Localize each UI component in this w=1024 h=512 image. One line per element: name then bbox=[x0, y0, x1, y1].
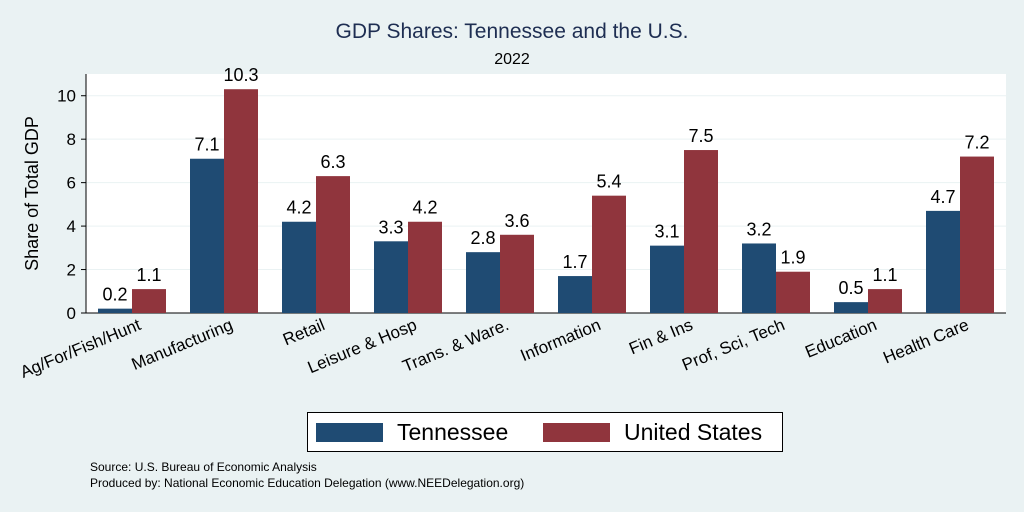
data-label: 3.2 bbox=[746, 219, 771, 239]
x-tick-label: Manufacturing bbox=[129, 315, 236, 374]
footer-produced-by: Produced by: National Economic Education… bbox=[90, 476, 525, 490]
data-label: 0.2 bbox=[102, 285, 127, 305]
y-tick-label: 6 bbox=[67, 174, 76, 193]
bar-tennessee bbox=[650, 245, 684, 313]
data-label: 1.1 bbox=[872, 265, 897, 285]
chart-subtitle: 2022 bbox=[494, 51, 530, 68]
legend: Tennessee United States bbox=[307, 412, 783, 452]
data-label: 2.8 bbox=[470, 228, 495, 248]
bar-united-states bbox=[776, 271, 810, 313]
legend-item-tennessee: Tennessee bbox=[316, 413, 508, 451]
bar-united-states bbox=[868, 289, 902, 313]
bar-united-states bbox=[960, 156, 994, 313]
bar-tennessee bbox=[98, 308, 132, 313]
bar-united-states bbox=[316, 176, 350, 313]
chart-title: GDP Shares: Tennessee and the U.S. bbox=[335, 20, 689, 43]
bar-united-states bbox=[224, 89, 258, 313]
bar-united-states bbox=[132, 289, 166, 313]
legend-label-united-states: United States bbox=[624, 418, 763, 445]
x-tick-label: Ag/For/Fish/Hunt bbox=[18, 315, 144, 382]
x-tick-label: Retail bbox=[280, 315, 327, 349]
data-label: 3.3 bbox=[378, 217, 403, 237]
y-tick-label: 0 bbox=[67, 304, 76, 323]
bar-tennessee bbox=[466, 252, 500, 313]
x-tick-label: Trans. & Ware. bbox=[400, 315, 512, 376]
bar-united-states bbox=[500, 234, 534, 313]
y-tick-label: 10 bbox=[57, 87, 76, 106]
data-label: 7.1 bbox=[194, 135, 219, 155]
x-tick-label: Information bbox=[518, 315, 604, 365]
legend-swatch-united-states bbox=[543, 422, 610, 442]
y-tick-label: 8 bbox=[67, 130, 76, 149]
data-label: 1.7 bbox=[562, 252, 587, 272]
data-label: 4.2 bbox=[412, 198, 437, 218]
bar-united-states bbox=[592, 195, 626, 313]
bar-tennessee bbox=[926, 210, 960, 313]
legend-swatch-tennessee bbox=[316, 422, 383, 442]
bar-tennessee bbox=[374, 241, 408, 313]
bar-tennessee bbox=[558, 276, 592, 313]
bar-united-states bbox=[684, 150, 718, 313]
y-axis-label: Share of Total GDP bbox=[22, 116, 42, 271]
legend-item-united-states: United States bbox=[543, 413, 762, 451]
data-label: 0.5 bbox=[838, 278, 863, 298]
data-label: 1.1 bbox=[136, 265, 161, 285]
data-label: 1.9 bbox=[780, 248, 805, 268]
y-tick-label: 4 bbox=[67, 217, 76, 236]
bar-tennessee bbox=[190, 158, 224, 313]
x-tick-label: Fin & Ins bbox=[626, 315, 695, 358]
y-tick-label: 2 bbox=[67, 261, 76, 280]
data-label: 3.1 bbox=[654, 222, 679, 242]
x-tick-label: Education bbox=[802, 315, 879, 361]
x-tick-label: Health Care bbox=[880, 315, 971, 367]
data-label: 4.2 bbox=[286, 198, 311, 218]
bar-united-states bbox=[408, 221, 442, 313]
bar-tennessee bbox=[834, 302, 868, 313]
data-label: 5.4 bbox=[596, 172, 621, 192]
footer-source: Source: U.S. Bureau of Economic Analysis bbox=[90, 460, 317, 474]
bar-tennessee bbox=[742, 243, 776, 313]
data-label: 4.7 bbox=[930, 187, 955, 207]
data-label: 3.6 bbox=[504, 211, 529, 231]
x-tick-label: Prof, Sci, Tech bbox=[679, 315, 787, 374]
data-label: 10.3 bbox=[223, 65, 258, 85]
bar-tennessee bbox=[282, 221, 316, 313]
data-label: 6.3 bbox=[320, 152, 345, 172]
legend-label-tennessee: Tennessee bbox=[397, 418, 509, 445]
data-label: 7.5 bbox=[688, 126, 713, 146]
data-label: 7.2 bbox=[964, 133, 989, 153]
